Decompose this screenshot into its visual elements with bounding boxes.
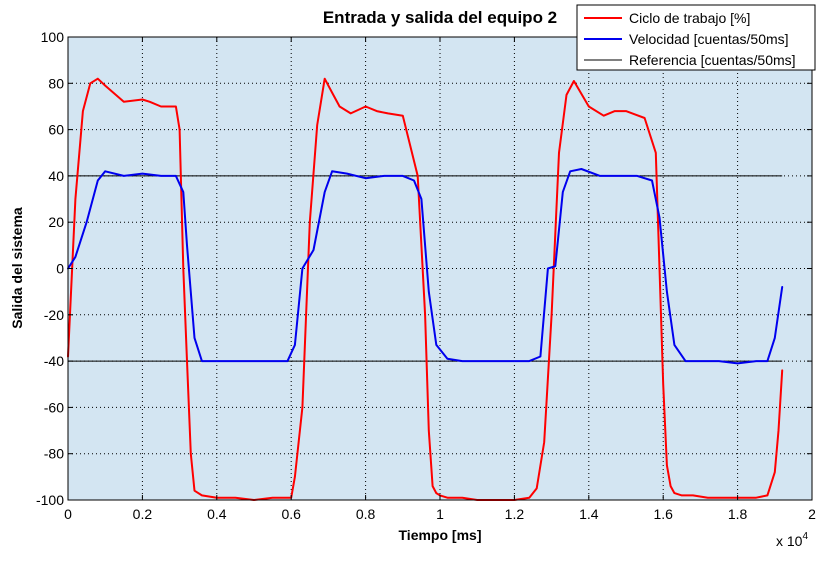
y-tick-label: -20 — [44, 307, 64, 323]
y-axis-label: Salida del sistema — [9, 207, 25, 329]
x-exponent-base: x 10 — [776, 533, 803, 549]
y-tick-label: 80 — [48, 75, 64, 91]
x-tick-label: 1 — [436, 506, 444, 522]
x-tick-label: 1.8 — [728, 506, 748, 522]
y-tick-label: 0 — [56, 261, 64, 277]
x-tick-label: 2 — [808, 506, 816, 522]
legend-box — [576, 4, 816, 71]
x-exponent-label: x 104 — [776, 531, 808, 549]
y-tick-label: -80 — [44, 446, 64, 462]
series-velocidad-line — [67, 168, 784, 365]
x-tick-label: 0.2 — [133, 506, 153, 522]
chart-title: Entrada y salida del equipo 2 — [323, 8, 557, 27]
legend-label-speed: Velocidad [cuentas/50ms] — [629, 31, 789, 47]
x-tick-label: 0.8 — [356, 506, 376, 522]
x-tick-label: 1.4 — [579, 506, 599, 522]
y-tick-label: -60 — [44, 399, 64, 415]
y-tick-label: 40 — [48, 168, 64, 184]
y-tick-label: 60 — [48, 122, 64, 138]
tick-layer: 0 0.2 0.4 0.6 0.8 1 1.2 1.4 1.6 1.8 2 -100 -80 -60 -40… — [36, 29, 816, 522]
legend-label-duty: Ciclo de trabajo [%] — [629, 10, 750, 26]
x-tick-label: 1.2 — [505, 506, 525, 522]
y-tick-label: 20 — [48, 214, 64, 230]
series-layer — [67, 77, 784, 501]
x-tick-label: 0.6 — [281, 506, 301, 522]
y-tick-label: -40 — [44, 353, 64, 369]
y-tick-label: 100 — [41, 29, 65, 45]
series-ciclo-line — [67, 77, 784, 501]
x-tick-label: 0.4 — [207, 506, 227, 522]
x-tick-label: 1.6 — [653, 506, 673, 522]
x-tick-label: 0 — [64, 506, 72, 522]
x-exponent-power: 4 — [802, 531, 808, 542]
x-axis-label: Tiempo [ms] — [399, 527, 482, 543]
legend: Ciclo de trabajo [%] Velocidad [cuentas/… — [576, 4, 816, 71]
y-tick-label: -100 — [36, 492, 64, 508]
legend-label-reference: Referencia [cuentas/50ms] — [629, 52, 796, 68]
